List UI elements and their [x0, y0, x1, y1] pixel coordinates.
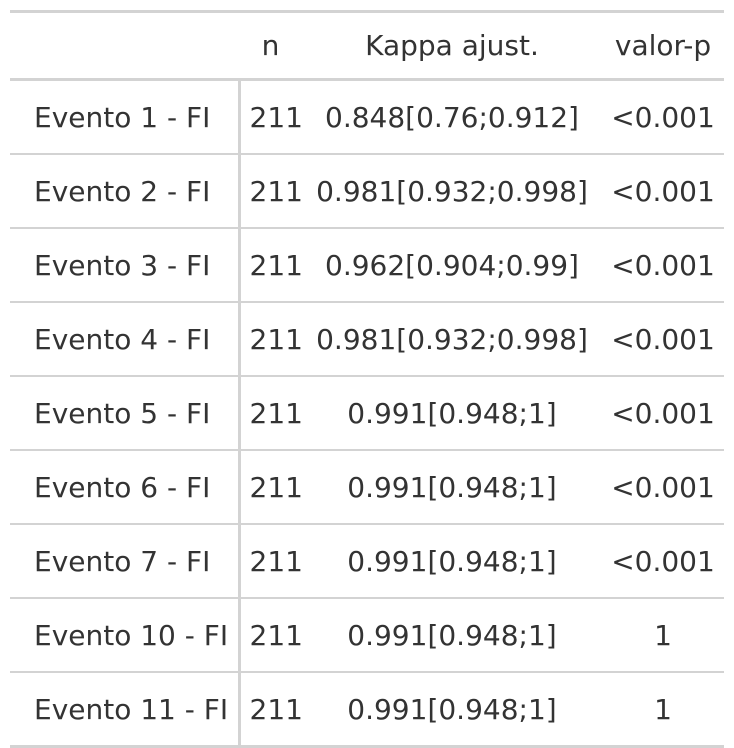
cell-kappa: 0.991[0.948;1]: [302, 597, 602, 672]
cell-kappa: 0.981[0.932;0.998]: [302, 301, 602, 376]
cell-n: 211: [239, 671, 302, 747]
cell-kappa: 0.991[0.948;1]: [302, 449, 602, 524]
cell-p-value: <0.001: [602, 523, 724, 598]
row-label: Evento 6 - FI: [10, 449, 241, 524]
cell-kappa: 0.962[0.904;0.99]: [302, 227, 602, 302]
header-n: n: [239, 11, 302, 81]
table-row: Evento 2 - FI 211 0.981[0.932;0.998] <0.…: [10, 153, 724, 228]
cell-n: 211: [249, 100, 303, 134]
row-label: Evento 11 - FI: [10, 671, 241, 747]
cell-n: 211: [239, 153, 302, 228]
cell-kappa: 0.991[0.948;1]: [302, 375, 602, 450]
kappa-agreement-table: n Kappa ajust. valor-p Evento 1 - FI 211…: [10, 10, 724, 748]
table-row: Evento 6 - FI 211 0.991[0.948;1] <0.001: [10, 449, 724, 524]
header-p-value: valor-p: [602, 11, 724, 81]
table-row: Evento 1 - FI 211 0.848[0.76;0.912] <0.0…: [10, 79, 724, 154]
cell-p-value: <0.001: [602, 449, 724, 524]
kappa-table-container: n Kappa ajust. valor-p Evento 1 - FI 211…: [10, 10, 724, 748]
cell-n: 211: [239, 523, 302, 598]
table-header: n Kappa ajust. valor-p: [10, 11, 724, 81]
cell-kappa: 0.848[0.76;0.912]: [325, 100, 579, 134]
row-label: Evento 7 - FI: [10, 523, 241, 598]
table-row: Evento 11 - FI 211 0.991[0.948;1] 1: [10, 671, 724, 747]
cell-n: 211: [239, 227, 302, 302]
cell-p-value: 1: [602, 671, 724, 747]
table-row: Evento 3 - FI 211 0.962[0.904;0.99] <0.0…: [10, 227, 724, 302]
cell-kappa: 0.981[0.932;0.998]: [302, 153, 602, 228]
cell-kappa: 0.991[0.948;1]: [302, 523, 602, 598]
row-label: Evento 5 - FI: [10, 375, 241, 450]
header-kappa: Kappa ajust.: [302, 11, 602, 81]
cell-n: 211: [239, 597, 302, 672]
cell-p-value: 1: [602, 597, 724, 672]
header-row: n Kappa ajust. valor-p: [10, 11, 724, 81]
table-row: Evento 5 - FI 211 0.991[0.948;1] <0.001: [10, 375, 724, 450]
cell-p-value: <0.001: [602, 301, 724, 376]
cell-kappa: 0.991[0.948;1]: [302, 671, 602, 747]
cell-p-value: <0.001: [602, 375, 724, 450]
cell-p-value: <0.001: [611, 100, 715, 134]
row-label: Evento 10 - FI: [10, 597, 241, 672]
row-label: Evento 2 - FI: [10, 153, 241, 228]
cell-n: 211: [239, 301, 302, 376]
table-body: Evento 1 - FI 211 0.848[0.76;0.912] <0.0…: [10, 79, 724, 747]
header-stub: [10, 11, 239, 81]
row-label: Evento 4 - FI: [10, 301, 241, 376]
row-label: Evento 1 - FI: [10, 79, 241, 154]
cell-p-value: <0.001: [602, 227, 724, 302]
table-row: Evento 7 - FI 211 0.991[0.948;1] <0.001: [10, 523, 724, 598]
cell-n: 211: [239, 449, 302, 524]
cell-p-value: <0.001: [602, 153, 724, 228]
cell-n: 211: [239, 375, 302, 450]
row-label: Evento 3 - FI: [10, 227, 241, 302]
table-row: Evento 10 - FI 211 0.991[0.948;1] 1: [10, 597, 724, 672]
table-row: Evento 4 - FI 211 0.981[0.932;0.998] <0.…: [10, 301, 724, 376]
